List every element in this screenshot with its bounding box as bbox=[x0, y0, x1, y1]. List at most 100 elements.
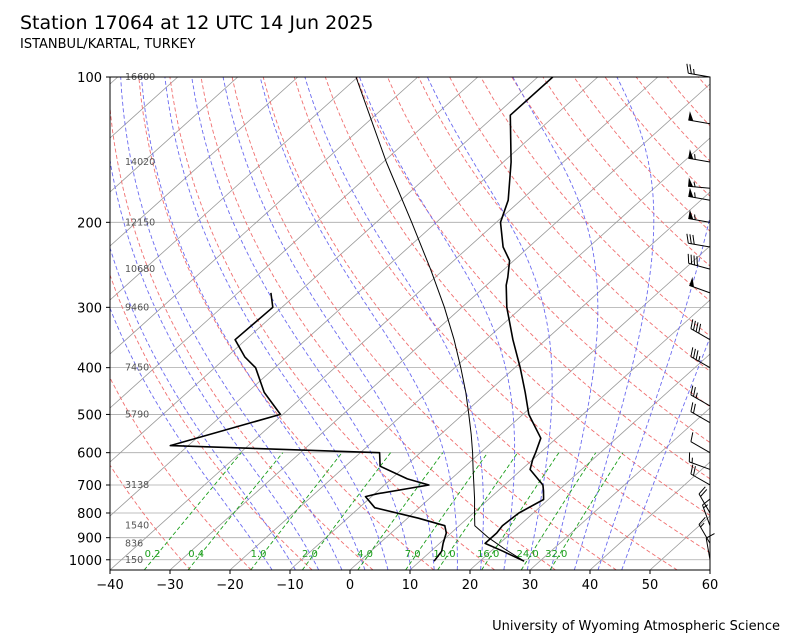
wind-barb bbox=[698, 516, 711, 544]
dry-adiabat bbox=[110, 102, 374, 570]
mixing-ratio-line bbox=[549, 452, 624, 570]
isotherm-line bbox=[110, 77, 179, 139]
height-label: 1540 bbox=[125, 521, 149, 532]
barb-half bbox=[694, 154, 696, 160]
moist-adiabat bbox=[259, 77, 458, 570]
height-label: 836 bbox=[125, 538, 143, 549]
barb-full bbox=[689, 234, 692, 244]
height-label: 3138 bbox=[125, 480, 149, 491]
isotherm-line bbox=[709, 569, 710, 570]
barb-full bbox=[690, 432, 694, 442]
y-tick-label: 300 bbox=[77, 301, 102, 316]
dry-adiabat bbox=[449, 77, 710, 372]
height-label: 150 bbox=[125, 555, 143, 566]
dry-adiabat bbox=[666, 77, 710, 127]
barb-staff bbox=[705, 538, 711, 560]
mixing-ratio-line bbox=[250, 452, 343, 570]
barb-flag bbox=[689, 276, 694, 288]
mixing-ratio-line bbox=[143, 452, 242, 570]
mixing-ratio-line bbox=[357, 452, 444, 570]
dry-adiabat bbox=[110, 464, 191, 570]
wind-barb bbox=[688, 177, 711, 189]
x-tick-label: 40 bbox=[582, 578, 599, 593]
mixing-ratio-label: 0.4 bbox=[188, 549, 204, 560]
wind-barb bbox=[688, 149, 711, 163]
mixing-ratio-line bbox=[187, 452, 284, 570]
mixing-ratio-line bbox=[405, 452, 489, 570]
isotherm-line bbox=[110, 77, 239, 193]
x-tick-label: 10 bbox=[402, 578, 419, 593]
background-lines bbox=[110, 77, 800, 570]
y-tick-label: 900 bbox=[77, 532, 102, 547]
mixing-ratio-line bbox=[437, 452, 519, 570]
barb-flag bbox=[688, 111, 694, 121]
moist-adiabat bbox=[512, 77, 599, 570]
barb-full bbox=[693, 403, 696, 414]
barb-half bbox=[700, 522, 705, 528]
x-tick-label: 50 bbox=[642, 578, 659, 593]
dry-adiabat bbox=[262, 77, 678, 570]
isotherm-line bbox=[589, 461, 710, 570]
wind-barb bbox=[690, 385, 711, 407]
moist-adiabat bbox=[141, 77, 366, 570]
dry-adiabat bbox=[760, 77, 800, 570]
barb-full bbox=[692, 234, 695, 245]
dry-adiabat bbox=[604, 77, 710, 197]
mixing-ratio-label: 16.0 bbox=[477, 549, 499, 560]
isotherm-line bbox=[110, 77, 119, 85]
chart-subtitle: ISTANBUL/KARTAL, TURKEY bbox=[20, 37, 196, 52]
mixing-ratio-line bbox=[520, 452, 597, 570]
isotherm-line bbox=[529, 407, 710, 570]
dry-adiabat bbox=[511, 77, 710, 302]
moist-adiabat bbox=[597, 214, 710, 570]
isotherm-line bbox=[409, 299, 710, 570]
barb-flag bbox=[688, 149, 694, 160]
y-tick-label: 800 bbox=[77, 507, 102, 522]
dry-adiabat bbox=[110, 376, 252, 570]
height-label: 12150 bbox=[125, 217, 155, 228]
dewpoint-line bbox=[169, 292, 448, 562]
mixing-ratio-line bbox=[481, 452, 560, 570]
barb-flag bbox=[688, 177, 694, 187]
height-label: 10680 bbox=[125, 264, 155, 275]
isotherm-line bbox=[289, 191, 710, 570]
isotherm-line bbox=[229, 137, 710, 570]
barb-full bbox=[698, 323, 702, 334]
barb-full bbox=[695, 322, 699, 332]
moist-adiabat bbox=[359, 77, 516, 570]
barb-half bbox=[693, 68, 695, 75]
dry-adiabat bbox=[697, 77, 710, 92]
dry-adiabat bbox=[729, 77, 800, 570]
isotherm-line bbox=[469, 353, 710, 570]
isotherm-line bbox=[110, 77, 659, 570]
barb-staff bbox=[688, 72, 711, 78]
barb-full bbox=[702, 498, 711, 506]
barb-full bbox=[693, 348, 696, 359]
wind-barb bbox=[687, 253, 711, 270]
barb-staff bbox=[690, 441, 711, 454]
wind-barb bbox=[688, 187, 711, 201]
moist-adiabat bbox=[110, 246, 296, 570]
dry-adiabat bbox=[387, 77, 710, 444]
mixing-ratio-label: 0.2 bbox=[145, 549, 161, 560]
wind-barb bbox=[688, 111, 711, 125]
wind-barb bbox=[690, 319, 711, 341]
barb-half bbox=[693, 181, 696, 188]
moist-adiabat bbox=[120, 77, 343, 570]
profile-lines bbox=[169, 77, 554, 562]
dry-adiabat bbox=[110, 273, 313, 570]
x-tick-label: 20 bbox=[462, 578, 479, 593]
dry-adiabat bbox=[418, 77, 710, 408]
barb-staff bbox=[688, 119, 711, 125]
barb-full bbox=[689, 64, 692, 74]
axes: −40 −30 −20 −10 0 10 20 30 40 50 60 100 200 300 400 500… bbox=[69, 71, 718, 593]
moist-adiabat bbox=[110, 306, 273, 570]
barb-half bbox=[694, 214, 696, 220]
mixing-ratio-label: 1.0 bbox=[251, 549, 267, 560]
barb-full bbox=[696, 256, 698, 266]
barb-full bbox=[693, 320, 696, 331]
wind-barb bbox=[689, 276, 711, 294]
mixing-ratio-label: 2.0 bbox=[302, 549, 318, 560]
moist-adiabat bbox=[426, 77, 553, 570]
credit-text: University of Wyoming Atmospheric Scienc… bbox=[492, 619, 780, 634]
